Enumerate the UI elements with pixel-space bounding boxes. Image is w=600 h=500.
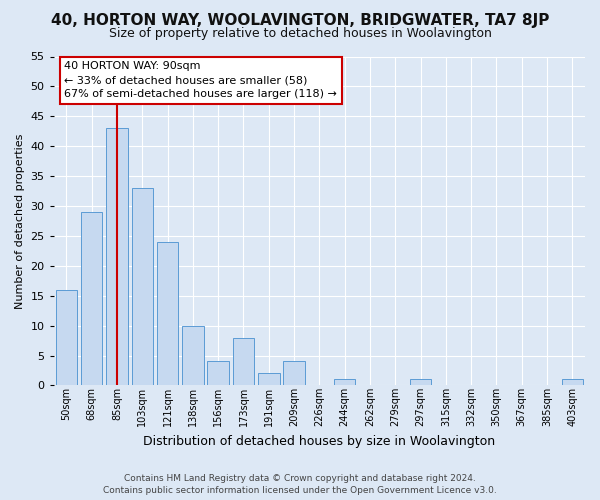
Bar [106, 128, 128, 386]
Bar [258, 374, 280, 386]
Bar [157, 242, 178, 386]
Bar [182, 326, 203, 386]
Bar [208, 362, 229, 386]
Y-axis label: Number of detached properties: Number of detached properties [15, 134, 25, 308]
Bar [56, 290, 77, 386]
Bar [334, 380, 355, 386]
Bar [81, 212, 103, 386]
Bar [410, 380, 431, 386]
Bar [131, 188, 153, 386]
Text: Contains HM Land Registry data © Crown copyright and database right 2024.
Contai: Contains HM Land Registry data © Crown c… [103, 474, 497, 495]
Bar [562, 380, 583, 386]
Text: Size of property relative to detached houses in Woolavington: Size of property relative to detached ho… [109, 28, 491, 40]
Text: 40, HORTON WAY, WOOLAVINGTON, BRIDGWATER, TA7 8JP: 40, HORTON WAY, WOOLAVINGTON, BRIDGWATER… [51, 12, 549, 28]
Bar [233, 338, 254, 386]
Bar [283, 362, 305, 386]
X-axis label: Distribution of detached houses by size in Woolavington: Distribution of detached houses by size … [143, 434, 496, 448]
Text: 40 HORTON WAY: 90sqm
← 33% of detached houses are smaller (58)
67% of semi-detac: 40 HORTON WAY: 90sqm ← 33% of detached h… [64, 62, 337, 100]
